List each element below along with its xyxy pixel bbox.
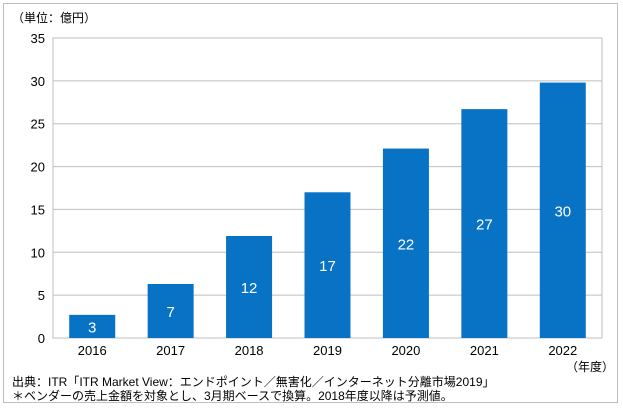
bar-2020 <box>382 148 429 338</box>
bar-2019 <box>304 192 351 338</box>
source-text: 出典：ITR「ITR Market View：エンドポイント／無害化／インターネ… <box>12 375 495 389</box>
y-tick-label: 0 <box>38 331 45 346</box>
data-label: 27 <box>476 217 493 234</box>
x-tick-label: 2022 <box>548 343 577 358</box>
data-label: 7 <box>166 304 174 321</box>
data-label: 12 <box>241 280 258 297</box>
x-axis-label: （年度） <box>566 360 615 374</box>
x-tick-label: 2018 <box>235 343 264 358</box>
y-tick-label: 10 <box>31 245 45 260</box>
x-tick-label: 2019 <box>313 343 342 358</box>
y-tick-label: 25 <box>31 117 45 132</box>
bar-2017 <box>147 284 194 338</box>
data-label: 30 <box>554 203 571 220</box>
data-label: 17 <box>319 258 336 275</box>
y-tick-label: 15 <box>31 202 45 217</box>
chart-frame <box>3 3 618 403</box>
data-label: 22 <box>398 236 415 253</box>
x-tick-label: 2021 <box>470 343 499 358</box>
bar-2016 <box>69 314 116 338</box>
data-label: 3 <box>88 319 96 336</box>
bar-2018 <box>226 236 273 338</box>
note-text: ＊ベンダーの売上金額を対象とし、3月期ベースで換算。2018年度以降は予測値。 <box>12 389 453 403</box>
bar-2022 <box>539 82 586 338</box>
x-tick-label: 2017 <box>156 343 185 358</box>
unit-label: （単位：億円） <box>12 11 97 25</box>
y-tick-label: 20 <box>31 160 45 175</box>
y-tick-label: 30 <box>31 74 45 89</box>
y-tick-label: 35 <box>31 31 45 46</box>
x-tick-label: 2016 <box>78 343 107 358</box>
x-tick-label: 2020 <box>391 343 420 358</box>
bar-2021 <box>461 109 508 339</box>
y-tick-label: 5 <box>38 288 45 303</box>
